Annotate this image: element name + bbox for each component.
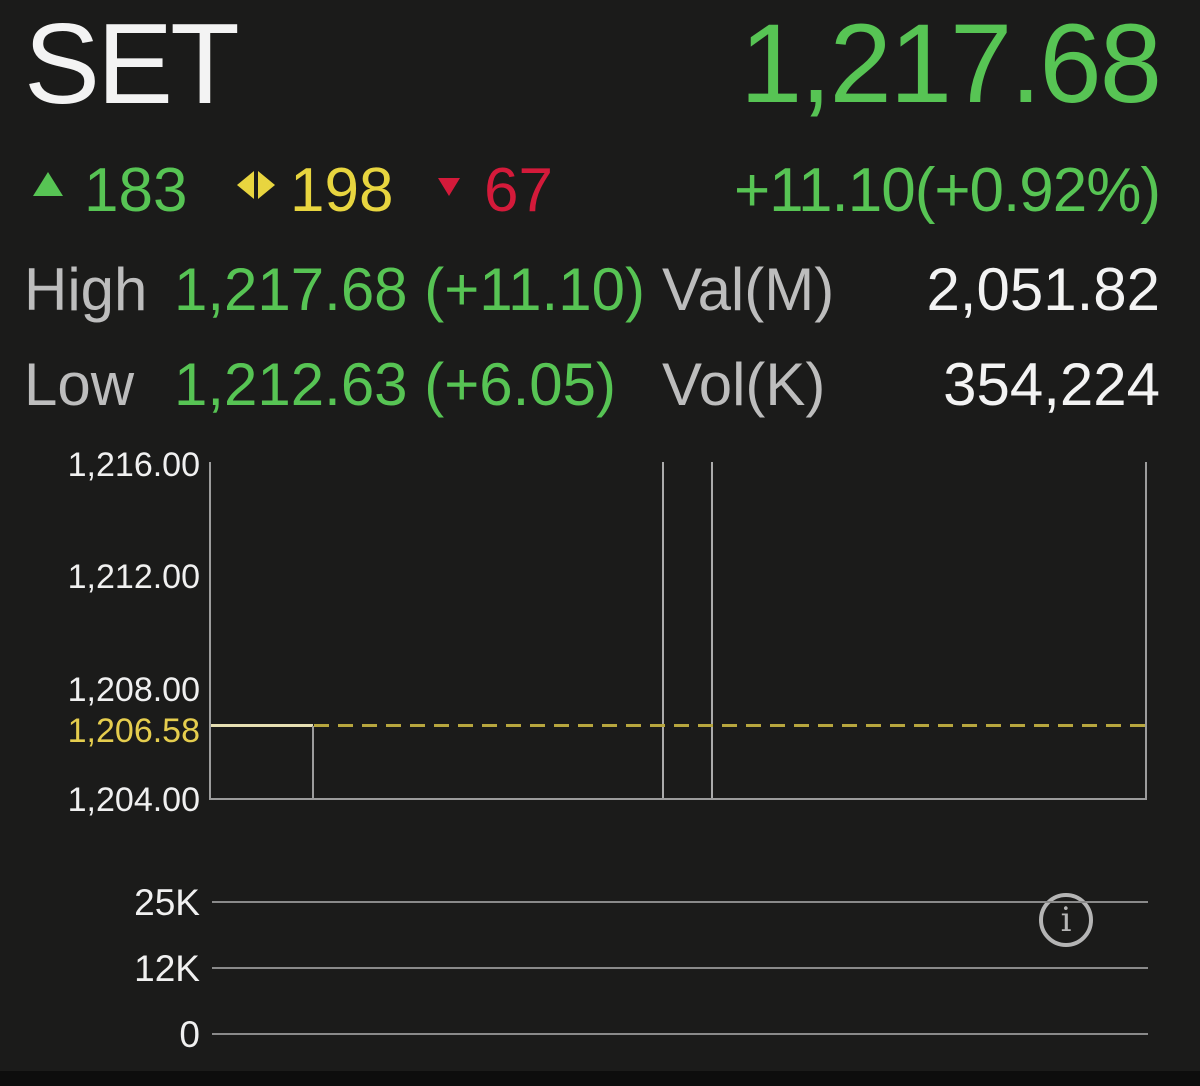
high-value: 1,217.68 (+11.10) [174,256,645,323]
volume-gridline-25k [212,901,1148,903]
volume-tick-12k: 12K [134,948,200,989]
price-line-segment [211,724,313,727]
high-label: High [24,256,148,323]
volume-chart: 25K 12K 0 [0,860,1200,1070]
prior-close-dashed-line [314,724,1146,727]
info-icon[interactable]: i [1039,893,1093,947]
y-axis-tick-1216: 1,216.00 [67,446,200,484]
decliners-down-triangle-icon [438,178,460,196]
unchanged-right-triangle-icon [258,171,275,199]
y-axis-line-left [209,462,211,800]
volume-tick-25k: 25K [134,882,200,923]
value-label: Val(M) [662,256,835,323]
price-line-drop [312,726,314,799]
decliners-count: 67 [484,156,553,225]
index-last-value: 1,217.68 [740,1,1162,126]
session-break-line-1 [662,462,664,798]
volume-label: Vol(K) [662,351,826,418]
session-break-line-2 [711,462,713,798]
price-chart: 1,216.00 1,212.00 1,208.00 1,206.58 1,20… [0,440,1200,947]
unchanged-left-triangle-icon [237,171,254,199]
y-axis-tick-1212: 1,212.00 [67,558,200,596]
volume-amount: 354,224 [943,351,1160,418]
unchanged-icon [237,171,275,199]
unchanged-count: 198 [290,156,394,225]
index-change: +11.10(+0.92%) [733,156,1161,225]
y-axis-tick-1208: 1,208.00 [67,671,200,709]
x-axis-line [209,798,1147,800]
prior-close-label: 1,206.58 [67,712,200,750]
advancers-up-triangle-icon [33,172,63,196]
advancers-count: 183 [84,156,188,225]
volume-gridline-0 [212,1033,1148,1035]
value-amount: 2,051.82 [926,256,1160,323]
index-symbol: SET [24,1,240,128]
volume-tick-0: 0 [179,1014,200,1055]
volume-gridline-12k [212,967,1148,969]
y-axis-line-right [1145,462,1147,800]
y-axis-tick-1204: 1,204.00 [67,781,200,819]
low-label: Low [24,351,135,418]
bottom-edge-strip [0,1071,1200,1086]
low-value: 1,212.63 (+6.05) [174,351,617,418]
